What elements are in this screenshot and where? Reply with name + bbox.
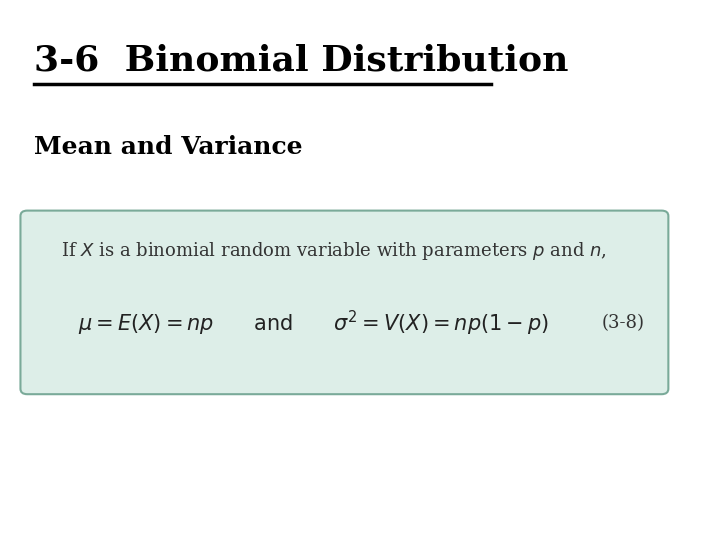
Text: If $X$ is a binomial random variable with parameters $p$ and $n$,: If $X$ is a binomial random variable wit… — [61, 240, 607, 262]
Text: (3-8): (3-8) — [601, 314, 644, 332]
Text: 3-6  Binomial Distribution: 3-6 Binomial Distribution — [34, 43, 569, 77]
Text: Mean and Variance: Mean and Variance — [34, 135, 302, 159]
FancyBboxPatch shape — [20, 211, 668, 394]
Text: $\mu = E(X) = np \qquad \mathrm{and} \qquad \sigma^2 = V(X) = np(1-p)$: $\mu = E(X) = np \qquad \mathrm{and} \qq… — [78, 308, 549, 338]
